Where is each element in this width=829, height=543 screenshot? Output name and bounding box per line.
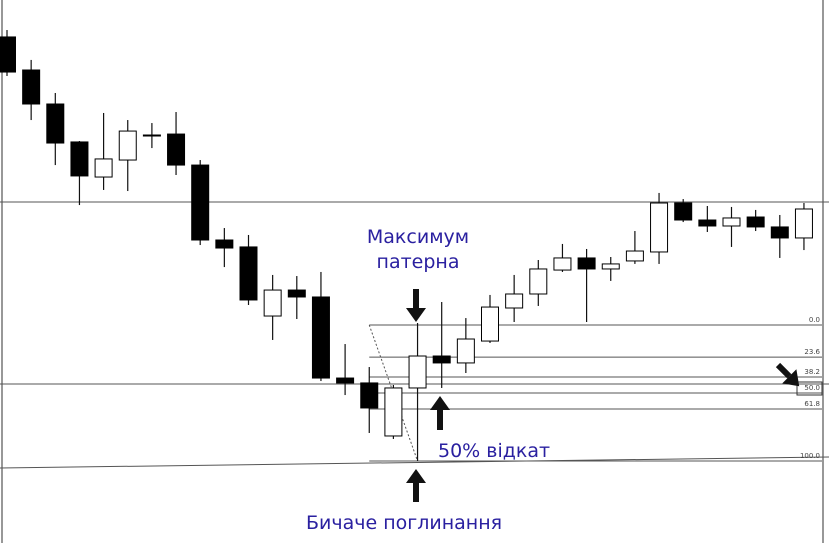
bearish-candle <box>674 202 693 221</box>
annotation-retracement: 50% відкат <box>438 440 550 462</box>
bearish-candle <box>70 141 89 177</box>
annotation-bullish-engulfing: Бичаче поглинання <box>306 512 502 534</box>
bullish-candle <box>625 250 644 262</box>
bearish-candle <box>239 246 258 301</box>
bearish-candle <box>432 355 451 364</box>
bearish-candle <box>0 36 16 73</box>
bearish-candle <box>360 382 379 409</box>
bearish-candle <box>215 239 234 249</box>
bearish-candle <box>746 216 765 228</box>
bearish-candle <box>167 133 186 166</box>
up-arrow-icon <box>430 396 450 410</box>
annotation-arrows <box>406 289 800 502</box>
bullish-candle <box>456 338 475 364</box>
fib-level-label: 23.6 <box>804 348 820 356</box>
bullish-candle <box>553 257 572 271</box>
bullish-candle <box>408 355 427 389</box>
bearish-candle <box>22 69 41 105</box>
fib-highlight-box <box>796 381 823 396</box>
fib-level-label: 38.2 <box>804 368 820 376</box>
bullish-candle <box>601 263 620 270</box>
annotation-pattern-high-line1: Максимум <box>367 226 469 248</box>
bearish-candle <box>191 164 210 241</box>
candles <box>0 30 813 461</box>
bullish-candle <box>481 306 499 342</box>
bearish-candle <box>577 257 596 270</box>
support-trend-line <box>0 456 829 469</box>
bearish-candle <box>770 226 789 239</box>
bullish-candle <box>94 158 113 178</box>
bullish-candle <box>794 208 813 239</box>
annotation-pattern-high-line2: патерна <box>377 251 460 273</box>
fib-level-label: 0.0 <box>809 316 820 324</box>
diagonal-arrow-icon <box>775 362 800 387</box>
fib-level-label: 61.8 <box>804 400 820 408</box>
down-arrow-icon <box>406 308 426 322</box>
up-arrow-icon <box>406 469 426 483</box>
bullish-candle <box>118 130 137 161</box>
bearish-candle <box>698 219 717 227</box>
fibonacci-retracement: 0.0 23.6 38.2 50.0 61.8 100.0 <box>368 316 823 462</box>
bullish-candle <box>650 202 669 253</box>
bullish-candle <box>263 289 282 317</box>
fib-level-label: 100.0 <box>800 452 820 460</box>
bearish-candle <box>336 377 355 384</box>
bearish-candle <box>142 134 161 137</box>
bullish-candle <box>505 293 524 309</box>
diagonal-arrow-shaft <box>775 362 792 379</box>
fib-level-label: 50.0 <box>804 384 820 392</box>
diagonal-arrow-head <box>782 369 800 387</box>
bearish-candle <box>311 296 330 379</box>
bearish-candle <box>46 103 65 144</box>
bearish-candle <box>287 289 306 298</box>
bullish-candle <box>529 268 548 295</box>
bullish-candle <box>384 387 403 437</box>
bullish-candle <box>722 217 741 227</box>
